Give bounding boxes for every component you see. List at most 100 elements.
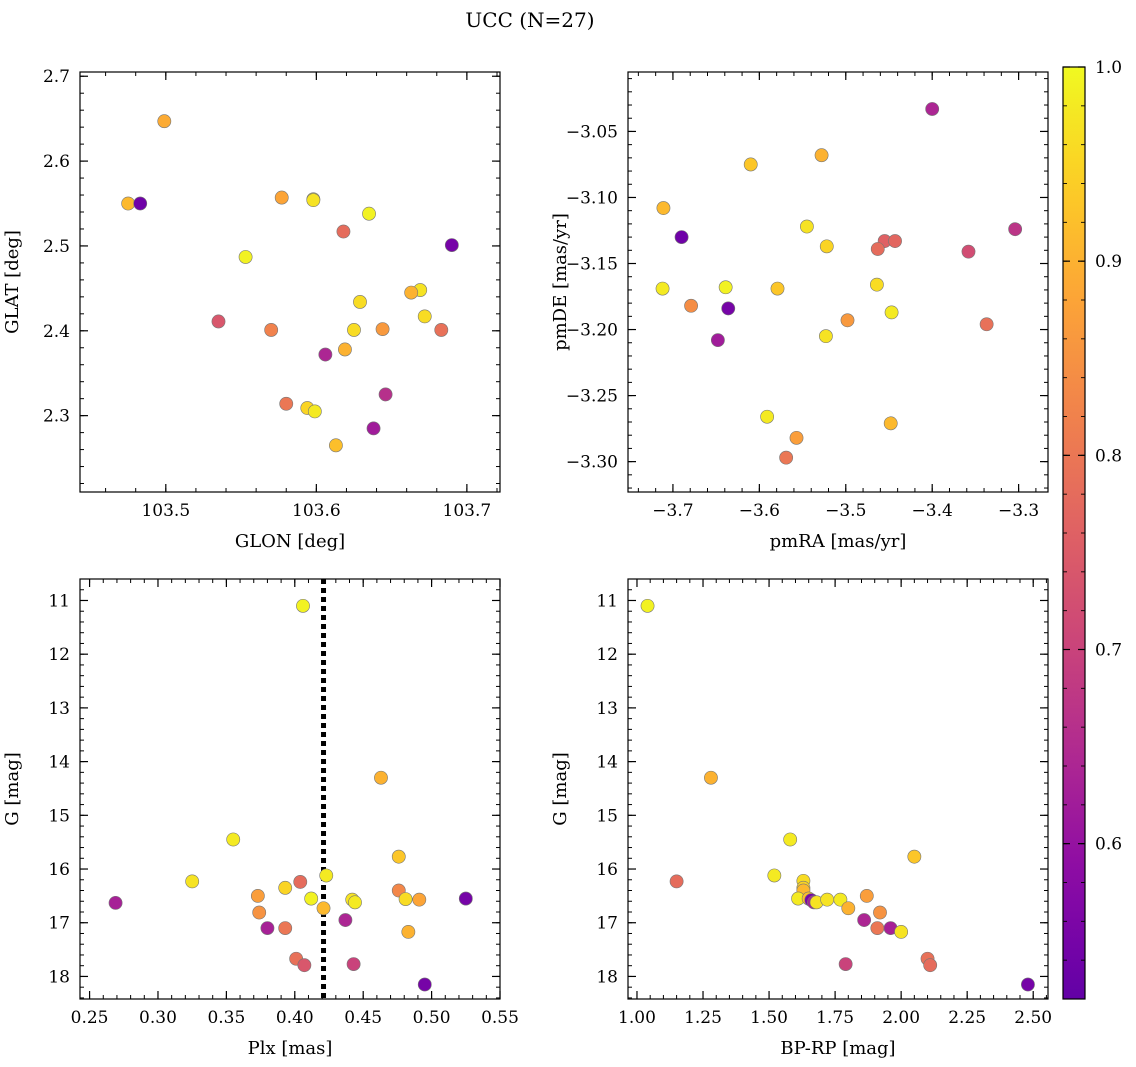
x-tick-label: 103.5 (141, 501, 190, 521)
colorbar-tick-label: 0.7 (1095, 641, 1122, 661)
scatter-point (401, 924, 416, 939)
scatter-point (799, 219, 814, 234)
axes-frame (79, 71, 501, 493)
scatter-point (226, 832, 241, 847)
scatter-point (318, 347, 333, 362)
scatter-point (870, 242, 885, 256)
scatter-points (640, 598, 1035, 992)
scatter-point (347, 323, 361, 337)
scatter-point (304, 891, 319, 906)
y-tick-label: −3.20 (566, 321, 618, 341)
x-tick-label: 0.55 (481, 1008, 519, 1028)
y-tick-label: −3.30 (566, 453, 618, 473)
scatter-point (873, 905, 887, 920)
colorbar-tick-label: 0.8 (1095, 446, 1122, 466)
scatter-point (412, 892, 427, 907)
scatter-point (391, 849, 406, 864)
y-tick-label: 18 (48, 967, 70, 987)
scatter-point (925, 102, 940, 116)
scatter-point (820, 892, 835, 907)
y-axis-label: pmDE [mas/yr] (550, 213, 571, 351)
x-axis-label: Plx [mas] (248, 1038, 333, 1059)
x-tick-label: 1.75 (816, 1008, 854, 1028)
x-tick-label: 0.25 (71, 1008, 109, 1028)
y-tick-label: 18 (596, 967, 618, 987)
scatter-point (434, 323, 449, 337)
y-tick-label: 2.4 (43, 322, 70, 342)
scatter-point (278, 880, 293, 895)
x-axis-label: BP-RP [mag] (780, 1038, 895, 1059)
scatter-point (640, 598, 655, 613)
x-tick-label: 103.7 (443, 501, 492, 521)
scatter-point (353, 295, 367, 309)
scatter-point (274, 190, 289, 205)
scatter-point (319, 868, 334, 883)
scatter-point (338, 342, 352, 357)
scatter-point (307, 404, 322, 419)
y-tick-label: 17 (48, 914, 70, 934)
scatter-point (348, 895, 362, 910)
axes-frame (627, 578, 1049, 1000)
y-tick-label: 2.3 (43, 407, 70, 427)
scatter-point (819, 329, 833, 344)
scatter-point (329, 438, 343, 453)
y-tick-label: 16 (596, 860, 618, 880)
scatter-point (417, 977, 432, 992)
scatter-point (704, 770, 718, 785)
scatter-point (306, 193, 321, 208)
x-tick-label: 2.25 (948, 1008, 986, 1028)
y-tick-label: −3.25 (566, 387, 618, 407)
y-tick-label: 11 (48, 591, 70, 611)
scatter-point (346, 957, 361, 971)
scatter-point (108, 895, 123, 910)
colorbar: 0.6 0.7 0.8 0.9 1.0 (1062, 58, 1122, 1000)
y-tick-label: 2.5 (43, 237, 70, 257)
y-tick-label: 15 (596, 806, 618, 826)
scatter-point (121, 196, 136, 211)
scatter-point (211, 314, 226, 329)
scatter-point (458, 891, 473, 906)
scatter-point (157, 114, 172, 129)
scatter-point (185, 874, 200, 889)
scatter-point (316, 901, 331, 916)
scatter-point (819, 239, 834, 254)
scatter-point (674, 230, 689, 244)
scatter-point (297, 958, 312, 973)
scatter-point (362, 206, 376, 221)
y-tick-label: 2.6 (43, 152, 70, 172)
scatter-point (378, 387, 393, 402)
x-tick-label: 1.50 (750, 1008, 788, 1028)
scatter-point (238, 250, 253, 264)
scatter-panel-3: 0.25 0.30 0.35 0.40 0.45 0.50 0.55 11 12 13 14 15 16… (2, 578, 519, 1059)
x-axis-label: GLON [deg] (235, 531, 345, 552)
scatter-point (923, 958, 938, 973)
scatter-point (293, 875, 308, 889)
scatter-point (404, 285, 419, 300)
scatter-point (760, 409, 775, 424)
x-tick-label: 0.35 (207, 1008, 245, 1028)
x-tick-label: −3.6 (739, 501, 780, 521)
scatter-point (888, 234, 902, 248)
axes-frame (79, 578, 501, 1000)
y-tick-label: 16 (48, 860, 70, 880)
colorbar-tick-label: 1.0 (1095, 58, 1122, 78)
y-axis-label: GLAT [deg] (2, 230, 23, 334)
y-tick-label: 14 (48, 753, 70, 773)
scatter-panel-2: −3.7 −3.6 −3.5 −3.4 −3.3 −3.30 −3.25 −3.20 −3.15… (550, 71, 1049, 552)
y-tick-label: 13 (48, 699, 70, 719)
scatter-point (779, 450, 794, 465)
scatter-point (840, 313, 855, 328)
scatter-point (1021, 977, 1035, 992)
scatter-points (655, 102, 1023, 465)
scatter-panel-4: 1.00 1.25 1.50 1.75 2.00 2.25 2.50 11 12 13 14 15 16… (550, 578, 1052, 1059)
x-tick-label: 103.6 (292, 501, 341, 521)
scatter-point (743, 157, 758, 172)
y-tick-label: 12 (596, 645, 618, 665)
scatter-point (250, 888, 265, 903)
scatter-point (710, 333, 725, 348)
scatter-point (721, 301, 736, 316)
scatter-point (789, 430, 804, 445)
y-tick-label: 2.7 (43, 67, 70, 87)
colorbar-tick-label: 0.6 (1095, 835, 1122, 855)
y-tick-label: −3.05 (566, 122, 618, 142)
